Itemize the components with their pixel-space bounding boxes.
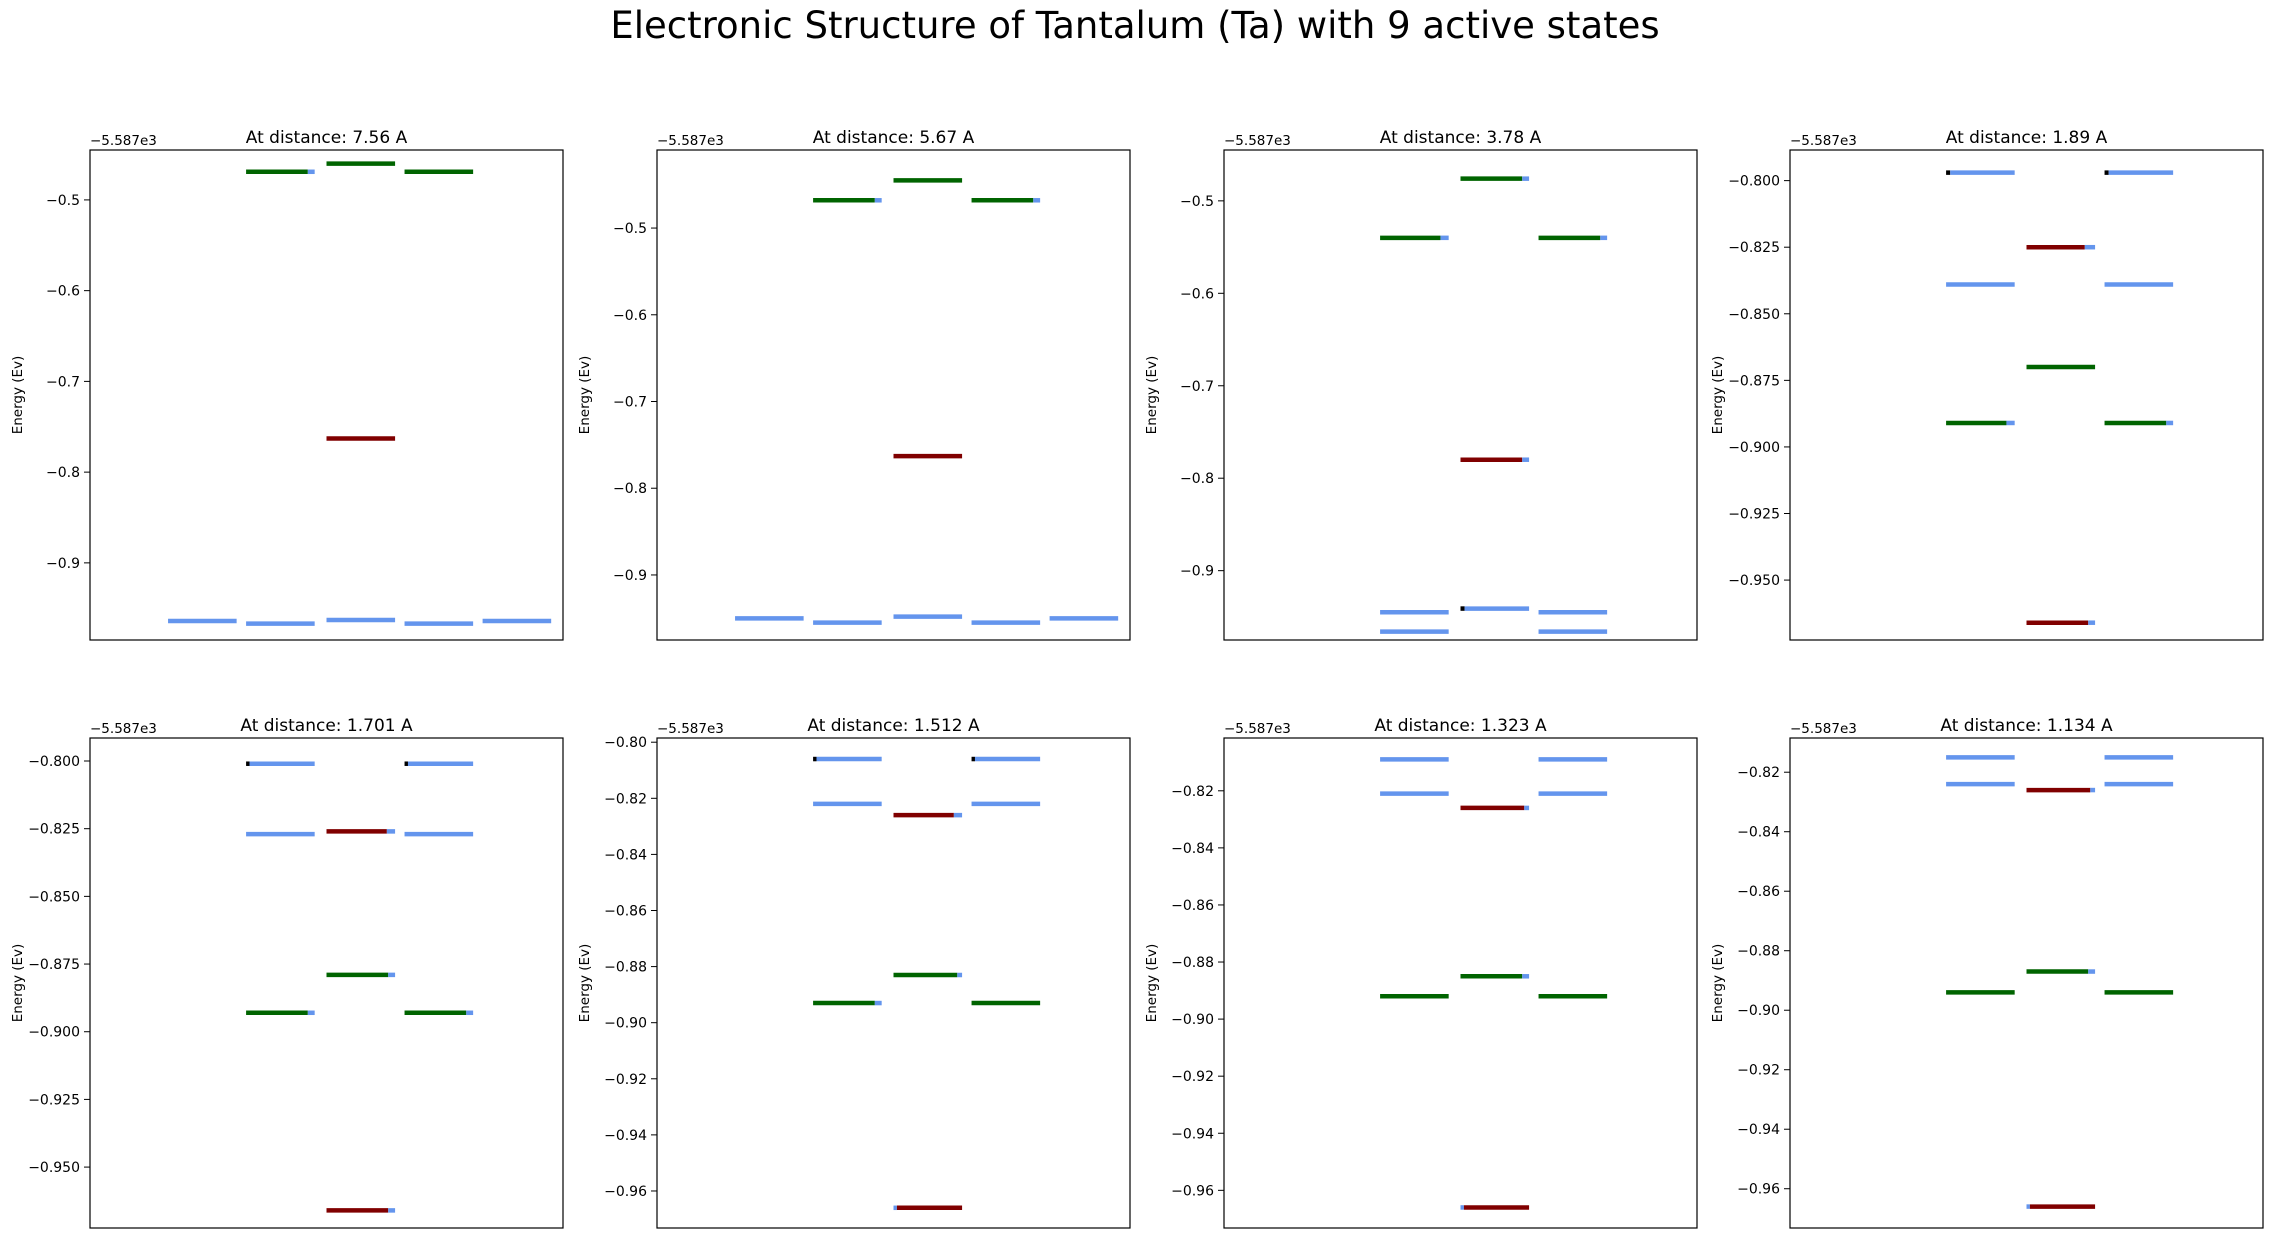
y-tick-label: −0.86: [1171, 898, 1214, 914]
y-axis-label: Energy (Ev): [10, 944, 26, 1023]
y-axis-label: Energy (Ev): [10, 356, 26, 435]
plot-frame: [656, 149, 1131, 641]
y-tick-label: −0.8: [613, 481, 647, 497]
y-tick-label: −0.84: [1171, 841, 1214, 857]
offset-label: −5.587e3: [90, 133, 157, 149]
offset-label: −5.587e3: [90, 721, 157, 737]
y-tick-label: −0.850: [1728, 307, 1780, 323]
y-tick-label: −0.94: [1171, 1126, 1214, 1142]
subplot-title: At distance: 7.56 A: [246, 128, 408, 148]
y-tick-label: −0.875: [1728, 373, 1780, 389]
y-tick-label: −0.8: [46, 465, 80, 481]
y-tick-label: −0.7: [613, 395, 647, 411]
subplot-title: At distance: 1.134 A: [1940, 716, 2113, 736]
subplot-title: At distance: 3.78 A: [1380, 128, 1542, 148]
y-tick-label: −0.5: [1180, 194, 1214, 210]
y-axis-label: Energy (Ev): [1144, 944, 1160, 1023]
y-tick-label: −0.84: [604, 847, 647, 863]
subplot-title: At distance: 1.89 A: [1946, 128, 2108, 148]
y-tick-label: −0.86: [1737, 884, 1780, 900]
y-tick-label: −0.7: [1180, 379, 1214, 395]
y-tick-label: −0.950: [28, 1160, 80, 1176]
y-tick-label: −0.82: [1171, 784, 1214, 800]
plot-frame: [1223, 737, 1698, 1229]
y-tick-label: −0.800: [28, 754, 80, 770]
y-tick-label: −0.6: [46, 284, 80, 300]
y-tick-label: −0.800: [1728, 174, 1780, 190]
plot-frame: [1223, 149, 1698, 641]
y-tick-label: −0.825: [28, 822, 80, 838]
subplot-2: At distance: 5.67 A −5.587e3 Energy (Ev) −0…: [577, 128, 1131, 641]
offset-label: −5.587e3: [1790, 133, 1857, 149]
plot-frame: [89, 737, 564, 1229]
y-tick-label: −0.900: [28, 1025, 80, 1041]
y-tick-label: −0.96: [604, 1184, 647, 1200]
y-axis-label: Energy (Ev): [1710, 356, 1726, 435]
y-tick-label: −0.90: [604, 1016, 647, 1032]
offset-label: −5.587e3: [1790, 721, 1857, 737]
y-tick-label: −0.925: [28, 1092, 80, 1108]
subplot-title: At distance: 1.323 A: [1374, 716, 1547, 736]
y-tick-label: −0.88: [1171, 955, 1214, 971]
y-axis-label: Energy (Ev): [577, 944, 593, 1023]
y-tick-label: −0.900: [1728, 440, 1780, 456]
subplot-3: At distance: 3.78 A −5.587e3 Energy (Ev) −0…: [1144, 128, 1698, 641]
y-axis-label: Energy (Ev): [577, 356, 593, 435]
y-tick-label: −0.925: [1728, 507, 1780, 523]
y-tick-label: −0.92: [1737, 1063, 1780, 1079]
y-tick-label: −0.96: [1171, 1183, 1214, 1199]
y-tick-label: −0.875: [28, 957, 80, 973]
y-tick-label: −0.94: [1737, 1122, 1780, 1138]
y-tick-label: −0.82: [1737, 765, 1780, 781]
offset-label: −5.587e3: [657, 721, 724, 737]
y-tick-label: −0.5: [613, 221, 647, 237]
offset-label: −5.587e3: [657, 133, 724, 149]
plot-frame: [1789, 737, 2264, 1229]
y-tick-label: −0.86: [604, 903, 647, 919]
y-tick-label: −0.8: [1180, 471, 1214, 487]
y-tick-label: −0.850: [28, 889, 80, 905]
plot-frame: [89, 149, 564, 641]
y-tick-label: −0.92: [1171, 1069, 1214, 1085]
y-tick-label: −0.82: [604, 791, 647, 807]
y-tick-label: −0.96: [1737, 1182, 1780, 1198]
y-tick-label: −0.950: [1728, 573, 1780, 589]
plot-frame: [656, 737, 1131, 1229]
y-tick-label: −0.84: [1737, 825, 1780, 841]
y-tick-label: −0.90: [1171, 1012, 1214, 1028]
subplot-title: At distance: 1.512 A: [807, 716, 980, 736]
y-tick-label: −0.90: [1737, 1003, 1780, 1019]
plot-frame: [1789, 149, 2264, 641]
y-tick-label: −0.9: [1180, 564, 1214, 580]
offset-label: −5.587e3: [1224, 721, 1291, 737]
y-tick-label: −0.9: [46, 556, 80, 572]
y-tick-label: −0.80: [604, 735, 647, 751]
offset-label: −5.587e3: [1224, 133, 1291, 149]
subplot-title: At distance: 1.701 A: [240, 716, 413, 736]
y-axis-label: Energy (Ev): [1144, 356, 1160, 435]
y-tick-label: −0.6: [613, 308, 647, 324]
y-tick-label: −0.9: [613, 568, 647, 584]
y-tick-label: −0.88: [1737, 944, 1780, 960]
y-tick-label: −0.825: [1728, 240, 1780, 256]
y-tick-label: −0.7: [46, 374, 80, 390]
y-tick-label: −0.6: [1180, 286, 1214, 302]
subplot-1: At distance: 7.56 A −5.587e3 Energy (Ev) −0…: [10, 128, 564, 641]
figure-title: Electronic Structure of Tantalum (Ta) wi…: [610, 4, 1660, 47]
y-axis-label: Energy (Ev): [1710, 944, 1726, 1023]
subplot-title: At distance: 5.67 A: [813, 128, 975, 148]
y-tick-label: −0.94: [604, 1128, 647, 1144]
y-tick-label: −0.92: [604, 1072, 647, 1088]
y-tick-label: −0.88: [604, 960, 647, 976]
y-tick-label: −0.5: [46, 193, 80, 209]
